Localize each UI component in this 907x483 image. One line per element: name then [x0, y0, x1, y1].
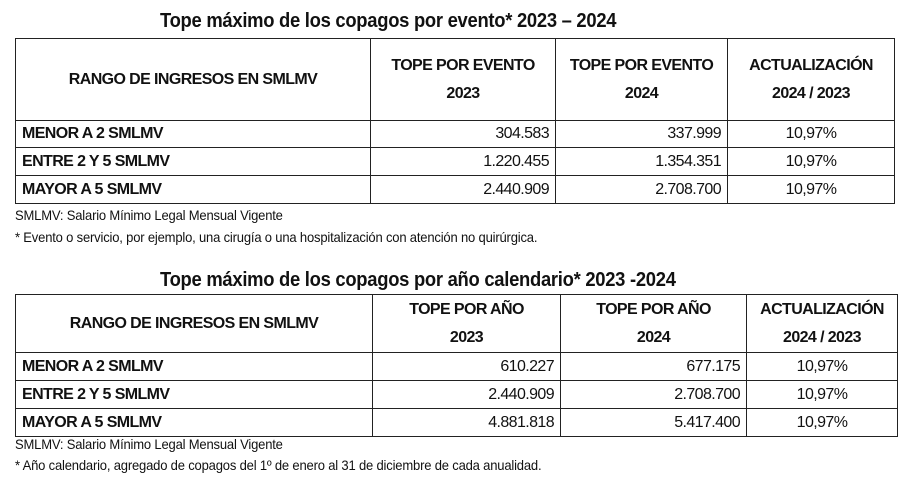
update-cell: 10,97%: [727, 175, 895, 204]
value-2023-cell: 610.227: [372, 352, 561, 381]
table1-note-smlmv: SMLMV: Salario Mínimo Legal Mensual Vige…: [15, 207, 283, 223]
value-2023-cell: 2.440.909: [372, 380, 561, 409]
header-year: 2023: [446, 84, 480, 102]
header-label: ACTUALIZACIÓN: [749, 56, 873, 74]
value-2024-cell: 337.999: [555, 120, 728, 148]
table-row: MENOR A 2 SMLMV 610.227 677.175 10,97%: [15, 352, 898, 381]
header-ratio: 2024 / 2023: [783, 328, 862, 346]
table-row: ENTRE 2 Y 5 SMLMV 1.220.455 1.354.351 10…: [15, 147, 895, 176]
table1-footnote: * Evento o servicio, por ejemplo, una ci…: [15, 229, 538, 245]
header-row: RANGO DE INGRESOS EN SMLMV TOPE POR EVEN…: [15, 38, 895, 121]
header-year: 2024: [636, 328, 671, 346]
table-row: ENTRE 2 Y 5 SMLMV 2.440.909 2.708.700 10…: [15, 380, 898, 409]
header-2023: TOPE POR EVENTO 2023: [370, 38, 556, 121]
update-cell: 10,97%: [746, 352, 898, 381]
table-row: MAYOR A 5 SMLMV 4.881.818 5.417.400 10,9…: [15, 408, 898, 437]
value-2023-cell: 4.881.818: [372, 408, 561, 437]
table2-title: Tope máximo de los copagos por año calen…: [160, 269, 676, 291]
value-2023-cell: 1.220.455: [370, 147, 556, 176]
header-label: TOPE POR AÑO: [409, 300, 524, 318]
header-row: RANGO DE INGRESOS EN SMLMV TOPE POR AÑO 2…: [15, 294, 898, 353]
table2-note-smlmv: SMLMV: Salario Mínimo Legal Mensual Vige…: [15, 436, 283, 452]
header-year: 2023: [449, 328, 484, 346]
value-2024-cell: 2.708.700: [560, 380, 747, 409]
table-row: MENOR A 2 SMLMV 304.583 337.999 10,97%: [15, 120, 895, 148]
copay-per-year-table: RANGO DE INGRESOS EN SMLMV TOPE POR AÑO 2…: [15, 294, 898, 437]
table2-footnote: * Año calendario, agregado de copagos de…: [15, 457, 542, 473]
header-label: TOPE POR AÑO: [596, 300, 711, 318]
update-cell: 10,97%: [727, 147, 895, 176]
header-2023: TOPE POR AÑO 2023: [372, 294, 561, 353]
value-2024-cell: 1.354.351: [555, 147, 728, 176]
header-range: RANGO DE INGRESOS EN SMLMV: [15, 38, 371, 121]
range-cell: MENOR A 2 SMLMV: [15, 352, 373, 381]
range-cell: MAYOR A 5 SMLMV: [15, 175, 371, 204]
update-cell: 10,97%: [746, 380, 898, 409]
value-2024-cell: 5.417.400: [560, 408, 747, 437]
header-ratio: 2024 / 2023: [772, 84, 851, 102]
header-range: RANGO DE INGRESOS EN SMLMV: [15, 294, 373, 353]
range-cell: MAYOR A 5 SMLMV: [15, 408, 373, 437]
value-2023-cell: 304.583: [370, 120, 556, 148]
table-row: MAYOR A 5 SMLMV 2.440.909 2.708.700 10,9…: [15, 175, 895, 204]
update-cell: 10,97%: [727, 120, 895, 148]
range-cell: ENTRE 2 Y 5 SMLMV: [15, 147, 371, 176]
header-label: ACTUALIZACIÓN: [760, 300, 884, 318]
copay-per-event-table: RANGO DE INGRESOS EN SMLMV TOPE POR EVEN…: [15, 38, 895, 204]
header-2024: TOPE POR AÑO 2024: [560, 294, 747, 353]
header-year: 2024: [624, 84, 659, 102]
header-label: TOPE POR EVENTO: [569, 56, 714, 74]
value-2024-cell: 677.175: [560, 352, 747, 381]
header-label: TOPE POR EVENTO: [391, 56, 535, 74]
update-cell: 10,97%: [746, 408, 898, 437]
value-2024-cell: 2.708.700: [555, 175, 728, 204]
table1-title: Tope máximo de los copagos por evento* 2…: [160, 10, 617, 32]
value-2023-cell: 2.440.909: [370, 175, 556, 204]
header-update: ACTUALIZACIÓN 2024 / 2023: [727, 38, 895, 121]
range-cell: MENOR A 2 SMLMV: [15, 120, 371, 148]
range-cell: ENTRE 2 Y 5 SMLMV: [15, 380, 373, 409]
header-update: ACTUALIZACIÓN 2024 / 2023: [746, 294, 898, 353]
header-2024: TOPE POR EVENTO 2024: [555, 38, 728, 121]
